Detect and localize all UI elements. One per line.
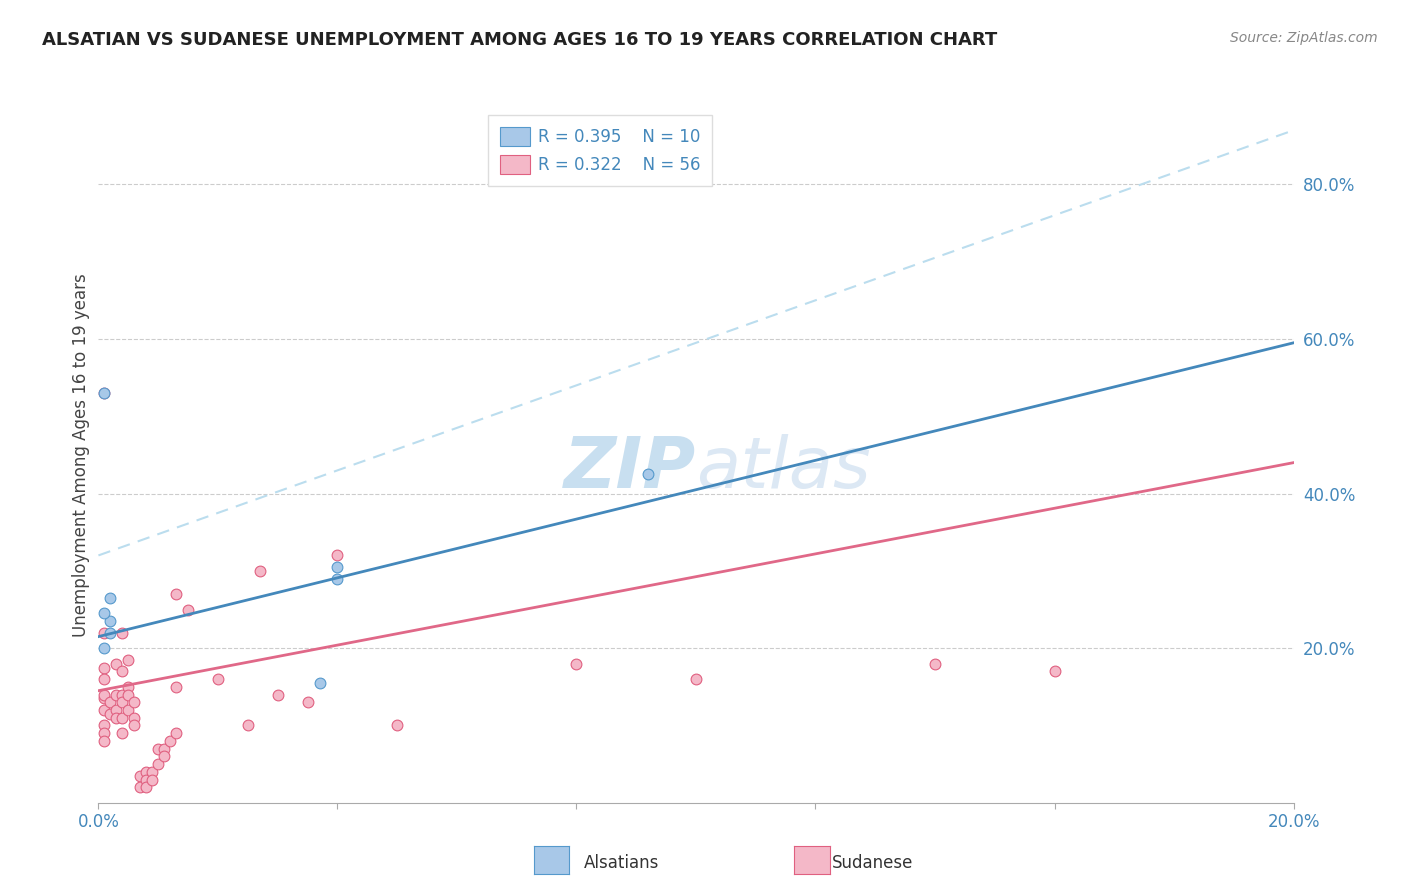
Point <box>100 706 122 721</box>
Point <box>249 564 271 578</box>
Text: atlas: atlas <box>696 434 870 503</box>
Point <box>297 695 319 709</box>
Point <box>93 660 115 674</box>
Point <box>207 672 229 686</box>
Point <box>117 703 139 717</box>
Point <box>129 780 152 795</box>
Point <box>326 549 349 563</box>
Point <box>111 665 134 679</box>
Point <box>129 769 152 783</box>
Point <box>326 560 349 574</box>
Point <box>165 726 187 740</box>
Point <box>93 386 115 401</box>
Point <box>165 587 187 601</box>
Point <box>111 726 134 740</box>
Point <box>236 718 259 732</box>
Point <box>105 711 128 725</box>
Point <box>141 764 163 779</box>
Point <box>565 657 588 671</box>
Point <box>100 591 122 605</box>
Point <box>153 749 176 764</box>
Point <box>111 711 134 725</box>
Point <box>105 688 128 702</box>
Text: Alsatians: Alsatians <box>583 854 659 871</box>
Point <box>100 695 122 709</box>
Point <box>124 718 146 732</box>
Point <box>93 726 115 740</box>
Point <box>135 764 157 779</box>
Point <box>93 691 115 706</box>
Point <box>105 657 128 671</box>
Point <box>117 680 139 694</box>
Point <box>685 672 707 686</box>
Point <box>93 703 115 717</box>
Point <box>93 734 115 748</box>
Point <box>93 688 115 702</box>
Point <box>165 680 187 694</box>
Point <box>100 625 122 640</box>
Point <box>177 602 200 616</box>
Point <box>124 695 146 709</box>
Point <box>117 688 139 702</box>
Point <box>111 625 134 640</box>
Point <box>1043 665 1066 679</box>
Point <box>637 467 659 482</box>
Text: ALSATIAN VS SUDANESE UNEMPLOYMENT AMONG AGES 16 TO 19 YEARS CORRELATION CHART: ALSATIAN VS SUDANESE UNEMPLOYMENT AMONG … <box>42 31 997 49</box>
Point <box>385 718 409 732</box>
Text: Source: ZipAtlas.com: Source: ZipAtlas.com <box>1230 31 1378 45</box>
Y-axis label: Unemployment Among Ages 16 to 19 years: Unemployment Among Ages 16 to 19 years <box>72 273 90 637</box>
Legend: R = 0.395    N = 10, R = 0.322    N = 56: R = 0.395 N = 10, R = 0.322 N = 56 <box>488 115 713 186</box>
Point <box>111 688 134 702</box>
Point <box>308 676 330 690</box>
Point <box>100 614 122 628</box>
Point <box>93 625 115 640</box>
Point <box>105 703 128 717</box>
Point <box>267 688 290 702</box>
Point <box>93 718 115 732</box>
Point <box>326 572 349 586</box>
Point <box>93 641 115 656</box>
Point <box>135 780 157 795</box>
Point <box>93 607 115 621</box>
Text: ZIP: ZIP <box>564 434 696 503</box>
Point <box>124 711 146 725</box>
Point <box>924 657 946 671</box>
Point <box>148 741 170 756</box>
Point <box>111 695 134 709</box>
Point <box>153 741 176 756</box>
Point <box>93 386 115 401</box>
Point <box>135 772 157 787</box>
Point <box>148 757 170 772</box>
Text: Sudanese: Sudanese <box>832 854 914 871</box>
Point <box>159 734 181 748</box>
Point <box>117 653 139 667</box>
Point <box>141 772 163 787</box>
Point <box>93 672 115 686</box>
